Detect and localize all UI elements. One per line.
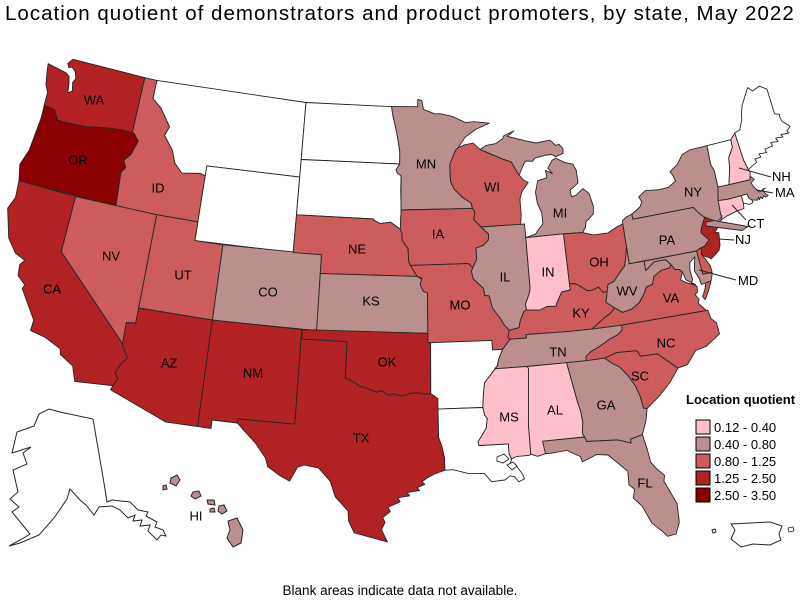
svg-text:0.12 - 0.40: 0.12 - 0.40 — [714, 420, 776, 435]
svg-text:MI: MI — [553, 206, 567, 221]
svg-text:OR: OR — [68, 153, 88, 168]
svg-text:WV: WV — [617, 284, 638, 299]
svg-text:CT: CT — [747, 216, 764, 231]
svg-text:UT: UT — [174, 268, 191, 283]
svg-text:NE: NE — [348, 242, 366, 257]
svg-text:Location quotient: Location quotient — [686, 392, 796, 407]
svg-text:2.50 - 3.50: 2.50 - 3.50 — [714, 488, 776, 503]
svg-text:VA: VA — [663, 291, 680, 306]
svg-text:TX: TX — [353, 431, 370, 446]
svg-text:NY: NY — [684, 185, 702, 200]
svg-text:0.40 - 0.80: 0.40 - 0.80 — [714, 437, 776, 452]
svg-text:GA: GA — [597, 398, 616, 413]
svg-text:MS: MS — [499, 410, 519, 425]
svg-text:NM: NM — [243, 366, 263, 381]
svg-text:OK: OK — [378, 355, 397, 370]
svg-text:WI: WI — [484, 180, 500, 195]
svg-text:TN: TN — [549, 345, 566, 360]
svg-text:KS: KS — [362, 294, 380, 309]
svg-text:0.80 - 1.25: 0.80 - 1.25 — [714, 454, 776, 469]
svg-text:CO: CO — [258, 285, 278, 300]
svg-text:NJ: NJ — [735, 232, 751, 247]
svg-text:AZ: AZ — [161, 356, 178, 371]
svg-text:IA: IA — [432, 227, 445, 242]
svg-text:NC: NC — [657, 336, 676, 351]
svg-text:NH: NH — [772, 169, 791, 184]
svg-text:MD: MD — [738, 273, 758, 288]
svg-text:MO: MO — [450, 298, 471, 313]
svg-text:WA: WA — [84, 93, 105, 108]
svg-text:ID: ID — [152, 181, 165, 196]
svg-text:NV: NV — [102, 249, 120, 264]
svg-text:MN: MN — [416, 157, 436, 172]
svg-text:CA: CA — [43, 282, 61, 297]
svg-text:AL: AL — [547, 403, 563, 418]
svg-text:IN: IN — [542, 265, 555, 280]
svg-text:1.25 - 2.50: 1.25 - 2.50 — [714, 471, 776, 486]
svg-text:SC: SC — [631, 369, 649, 384]
svg-text:MA: MA — [775, 185, 795, 200]
svg-text:HI: HI — [190, 509, 203, 524]
svg-text:PA: PA — [659, 233, 676, 248]
svg-text:FL: FL — [637, 476, 652, 491]
svg-text:IL: IL — [500, 270, 511, 285]
svg-text:KY: KY — [572, 306, 590, 321]
svg-text:OH: OH — [589, 255, 609, 270]
